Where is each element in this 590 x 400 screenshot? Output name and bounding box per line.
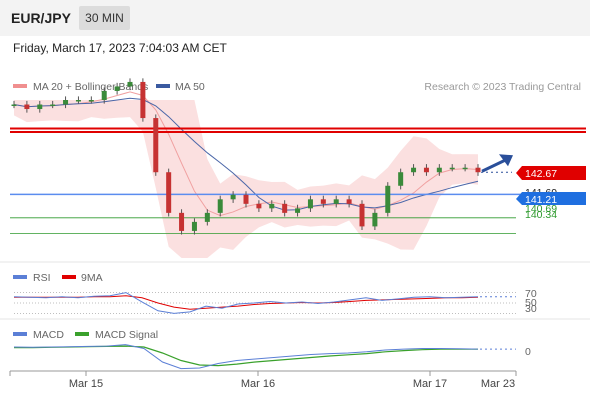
timeframe-button[interactable]: 30 MIN	[79, 6, 130, 30]
credit-text: Research © 2023 Trading Central	[424, 81, 581, 93]
macd-legend-label: MACD	[33, 329, 64, 341]
candle-body-21	[282, 203, 288, 213]
candle-body-34	[449, 167, 455, 170]
level-label-140-69: 140.69	[525, 203, 557, 215]
signal-legend-swatch	[75, 332, 89, 336]
ma9-legend-label: 9MA	[81, 272, 103, 284]
rsi-plot	[13, 292, 516, 314]
price-badge-text: 142.67	[525, 168, 557, 180]
candle-body-6	[88, 100, 94, 102]
price-legend: MA 20 + Bollinger Bands MA 50	[13, 81, 205, 93]
datetime-label: Friday, March 17, 2023 7:04:03 AM CET	[13, 41, 227, 55]
macd-zero-label: 0	[525, 346, 531, 358]
candles	[11, 78, 481, 235]
pivot-badge-text: 141.21	[525, 194, 557, 206]
candle-body-11	[153, 118, 159, 173]
rsi-legend-swatch	[13, 275, 27, 279]
candle-body-7	[101, 90, 107, 100]
ma50-legend-swatch	[156, 84, 170, 88]
candle-body-23	[307, 199, 313, 209]
candle-body-8	[114, 86, 120, 91]
candle-body-12	[166, 172, 172, 213]
projection-head	[499, 154, 513, 167]
candle-body-24	[320, 199, 326, 204]
projection-arrow	[481, 154, 513, 173]
candle-body-18	[243, 194, 249, 204]
candle-body-15	[204, 212, 210, 222]
candle-body-5	[75, 100, 81, 102]
rsi-level-70: 70	[525, 288, 537, 300]
x-tick-mar17: Mar 17	[413, 378, 447, 390]
panel-dividers	[0, 261, 590, 320]
symbol-title: EUR/JPY	[11, 10, 71, 26]
rsi-level-50: 50	[525, 297, 537, 309]
candle-body-1	[24, 104, 30, 110]
x-tick-mar15: Mar 15	[69, 378, 103, 390]
candle-body-26	[346, 199, 352, 204]
candle-body-14	[191, 221, 197, 231]
candle-body-10	[140, 81, 146, 119]
level-lines	[10, 127, 586, 235]
ma50-legend-label: MA 50	[175, 81, 205, 93]
candle-body-36	[475, 167, 481, 173]
signal-legend-label: MACD Signal	[95, 329, 158, 341]
x-tick-mar16: Mar 16	[241, 378, 275, 390]
candle-body-20	[269, 203, 275, 209]
candle-body-27	[359, 203, 365, 227]
candle-body-3	[50, 104, 56, 107]
x-axis	[9, 370, 517, 376]
candle-body-25	[333, 199, 339, 204]
price-badge-shape	[516, 166, 586, 180]
rsi-legend: RSI 9MA	[13, 272, 103, 284]
candle-body-29	[385, 185, 391, 213]
candle-body-4	[63, 100, 69, 105]
rsi-line	[13, 292, 479, 314]
ma20-legend-swatch	[13, 84, 27, 88]
candle-body-0	[11, 104, 17, 107]
pivot-badge-shape	[516, 192, 586, 205]
rsi-level-30: 30	[525, 303, 537, 315]
ma9-legend-swatch	[62, 275, 76, 279]
macd-legend: MACD MACD Signal	[13, 329, 158, 341]
candle-body-9	[127, 81, 133, 87]
x-tick-mar23: Mar 23	[481, 378, 515, 390]
candle-body-33	[436, 167, 442, 173]
bollinger-band	[14, 100, 478, 258]
projection-shaft	[481, 158, 506, 173]
macd-line	[13, 344, 479, 370]
candle-body-17	[230, 194, 236, 200]
pivot-badge: 141.21	[516, 192, 586, 206]
candle-body-32	[423, 167, 429, 173]
price-badge: 142.67	[516, 166, 586, 180]
header-bar: EUR/JPY 30 MIN	[0, 0, 590, 36]
candle-body-19	[256, 203, 262, 209]
bollinger-fill	[14, 100, 478, 258]
candle-body-22	[295, 208, 301, 213]
candle-body-35	[462, 167, 468, 170]
candle-body-2	[37, 104, 43, 110]
rsi-legend-label: RSI	[33, 272, 51, 284]
candle-body-16	[217, 199, 223, 213]
macd-legend-swatch	[13, 332, 27, 336]
macd-plot	[13, 344, 516, 370]
candle-body-30	[398, 172, 404, 186]
level-label-140-34: 140.34	[525, 209, 557, 221]
candle-body-31	[411, 167, 417, 173]
candle-body-28	[372, 212, 378, 227]
candle-body-13	[179, 212, 185, 231]
